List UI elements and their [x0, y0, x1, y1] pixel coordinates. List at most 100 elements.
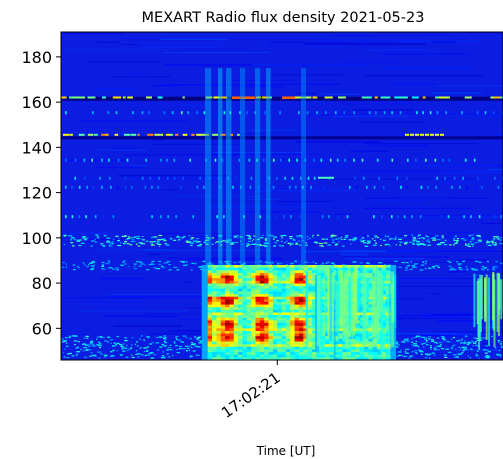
burst-cell: [290, 299, 295, 303]
noise-dot-low: [406, 340, 410, 342]
burst-cell: [216, 275, 222, 279]
dotted-line-mark: [117, 185, 119, 189]
burst-cell: [264, 304, 269, 308]
bright-band-mark: [157, 96, 163, 99]
noise-dot-low: [469, 357, 471, 359]
noise-dot-100: [367, 242, 371, 244]
burst-cell: [355, 333, 361, 337]
dotted-line-mark: [362, 176, 365, 180]
noise-dot-88: [411, 264, 416, 267]
dotted-line-mark: [397, 215, 399, 219]
noise-dot-88: [108, 267, 111, 269]
noise-dot-88: [352, 261, 357, 263]
burst-cell: [316, 357, 321, 360]
noise-dot-100: [248, 240, 251, 242]
texture-streak: [113, 325, 182, 327]
texture-streak: [350, 236, 365, 237]
noise-dot-low: [164, 342, 168, 344]
noise-dot-low: [136, 341, 138, 343]
burst-cell: [281, 288, 287, 292]
burst-cell: [216, 309, 222, 313]
noise-dot-100: [76, 240, 81, 242]
burst-cell: [233, 288, 239, 292]
burst-cell: [298, 291, 304, 295]
burst-cell: [272, 267, 278, 271]
noise-dot-100: [199, 243, 202, 245]
noise-dot-100: [107, 240, 109, 242]
noise-dot-low: [141, 354, 144, 356]
noise-dot-100: [205, 235, 208, 237]
noise-dot-100: [292, 238, 295, 240]
dotted-line-mark: [313, 158, 315, 162]
burst-cell: [225, 328, 230, 332]
short-segment: [318, 176, 334, 179]
texture-streak: [432, 41, 456, 43]
burst-cell: [351, 280, 356, 284]
noise-dot-low: [99, 343, 101, 345]
texture-streak: [295, 92, 318, 95]
burst-cell: [229, 278, 235, 282]
noise-dot-100: [271, 235, 274, 237]
burst-cell: [277, 301, 282, 305]
noise-dot-low: [445, 348, 449, 350]
burst-cell: [298, 286, 304, 290]
noise-dot-low: [164, 338, 167, 340]
noise-dot-low: [500, 345, 503, 347]
noise-dot-88: [483, 267, 487, 269]
noise-dot-100: [306, 236, 309, 238]
burst-cell: [229, 275, 235, 279]
dotted-line-mark: [157, 185, 159, 189]
burst-cell: [238, 349, 243, 353]
burst-cell: [216, 328, 222, 332]
noise-dot-low: [414, 350, 418, 352]
noise-dot-100: [491, 240, 494, 242]
dotted-line-mark: [366, 185, 368, 189]
bright-band-mark: [182, 96, 185, 99]
dotted-line-mark: [203, 185, 205, 189]
texture-streak: [209, 154, 320, 155]
noise-dot-100: [434, 235, 437, 237]
dotted-line-mark: [310, 185, 312, 189]
burst-cell: [246, 357, 252, 360]
dotted-line-mark: [110, 185, 112, 189]
burst-cell: [207, 338, 213, 342]
burst-cell: [325, 325, 330, 329]
burst-cell: [220, 354, 226, 358]
texture-streak: [79, 120, 188, 122]
burst-cell: [272, 320, 278, 324]
dotted-line-mark: [306, 111, 309, 115]
burst-cell: [233, 336, 239, 340]
burst-cell: [320, 352, 326, 356]
noise-dot-100: [109, 245, 113, 247]
noise-dot-88: [447, 260, 450, 262]
aftermath-streak: [305, 270, 308, 327]
burst-cell: [272, 307, 278, 311]
dotted-line-mark: [74, 176, 77, 180]
band-145-mark: [206, 133, 209, 136]
noise-dot-100: [136, 237, 140, 240]
burst-cell: [368, 338, 374, 342]
burst-cell: [264, 272, 269, 276]
burst-cell: [298, 336, 304, 340]
dotted-line-mark: [259, 215, 261, 219]
noise-dot-low: [198, 342, 203, 344]
burst-cell: [294, 341, 300, 345]
dotted-line-mark: [171, 111, 174, 115]
burst-cell: [225, 336, 230, 340]
burst-cell: [355, 325, 361, 329]
noise-dot-low: [484, 355, 488, 358]
noise-dot-low: [98, 345, 102, 347]
noise-dot-100: [367, 235, 370, 237]
noise-dot-100: [488, 244, 492, 246]
dotted-line-mark: [84, 176, 86, 180]
bright-band-mark: [102, 96, 106, 99]
burst-cell: [259, 304, 265, 308]
noise-dot-88: [72, 264, 76, 266]
noise-dot-100: [316, 234, 320, 236]
late-activity-streak: [485, 274, 488, 340]
aftermath-streak: [344, 270, 349, 349]
texture-streak: [256, 189, 359, 192]
burst-cell: [207, 278, 213, 282]
noise-dot-100: [426, 240, 430, 242]
burst-cell: [225, 346, 230, 350]
